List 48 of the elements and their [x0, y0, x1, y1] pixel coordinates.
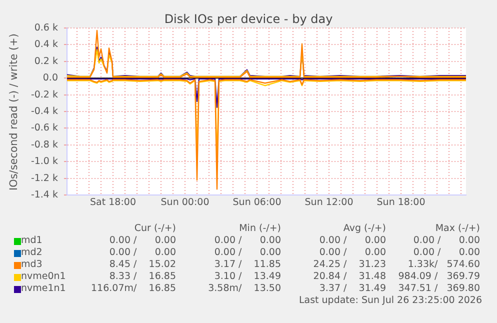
text: 8.33 / 16.85 — [109, 271, 176, 283]
text: Last update: Sun Jul 26 23:25:00 2026 — [298, 295, 482, 307]
text: 24.25 / 31.23 — [313, 259, 386, 271]
legend-label: nvme1n1 — [21, 283, 66, 295]
text: 0.00 / 0.00 — [109, 235, 176, 247]
text: Max (-/+) — [435, 223, 480, 235]
x-tick-label: Sun 06:00 — [232, 197, 282, 208]
y-axis-title: IOs/second read (-) / write (+) — [8, 32, 20, 193]
x-tick-label: Sat 18:00 — [90, 197, 136, 208]
y-tick-label: 0.4 k — [34, 39, 58, 50]
y-tick-label: -0.4 k — [30, 106, 58, 117]
y-tick-label: 0.0 — [42, 72, 58, 84]
text: 0.00 / 0.00 — [109, 247, 176, 259]
x-tick-label: Sun 00:00 — [160, 197, 210, 208]
legend-label: md3 — [21, 259, 42, 271]
y-tick-label: -0.6 k — [30, 122, 58, 134]
text: Cur (-/+) — [134, 223, 176, 235]
legend-label: md2 — [21, 247, 42, 259]
text: 0.00 / 0.00 — [413, 235, 480, 247]
text: Avg (-/+) — [343, 223, 386, 235]
text: 0.00 / 0.00 — [214, 247, 281, 259]
text: 3.10 / 13.49 — [214, 271, 281, 283]
text: 984.09 / 369.79 — [398, 271, 480, 283]
text: 347.51 / 369.80 — [398, 283, 480, 295]
text: 0.00 / 0.00 — [413, 247, 480, 259]
x-tick-label: Sun 18:00 — [376, 197, 426, 208]
y-tick-label: -0.8 k — [30, 139, 58, 150]
text: Min (-/+) — [239, 223, 281, 235]
text: 3.37 / 31.49 — [319, 283, 386, 295]
text: 3.58m/ 13.50 — [208, 283, 281, 295]
legend-label: md1 — [21, 235, 42, 247]
legend-label: nvme0n1 — [21, 271, 66, 283]
y-tick-label: -1.2 k — [30, 172, 58, 184]
text: 116.07m/ 16.85 — [91, 283, 176, 295]
y-tick-label: -1.0 k — [30, 156, 58, 168]
text: 3.17 / 11.85 — [214, 259, 281, 271]
text: 1.33k/ 574.60 — [408, 259, 480, 271]
text: 20.84 / 31.48 — [313, 271, 386, 283]
chart-title: Disk IOs per device - by day — [164, 12, 333, 26]
y-tick-label: -1.4 k — [30, 189, 58, 200]
y-tick-label: 0.2 k — [34, 56, 58, 67]
text: 0.00 / 0.00 — [319, 247, 386, 259]
y-tick-label: 0.6 k — [34, 22, 58, 34]
y-tick-label: -0.2 k — [30, 89, 58, 100]
text: 0.00 / 0.00 — [214, 235, 281, 247]
text: 8.45 / 15.02 — [109, 259, 176, 271]
x-tick-label: Sun 12:00 — [304, 197, 354, 208]
text: 0.00 / 0.00 — [319, 235, 386, 247]
